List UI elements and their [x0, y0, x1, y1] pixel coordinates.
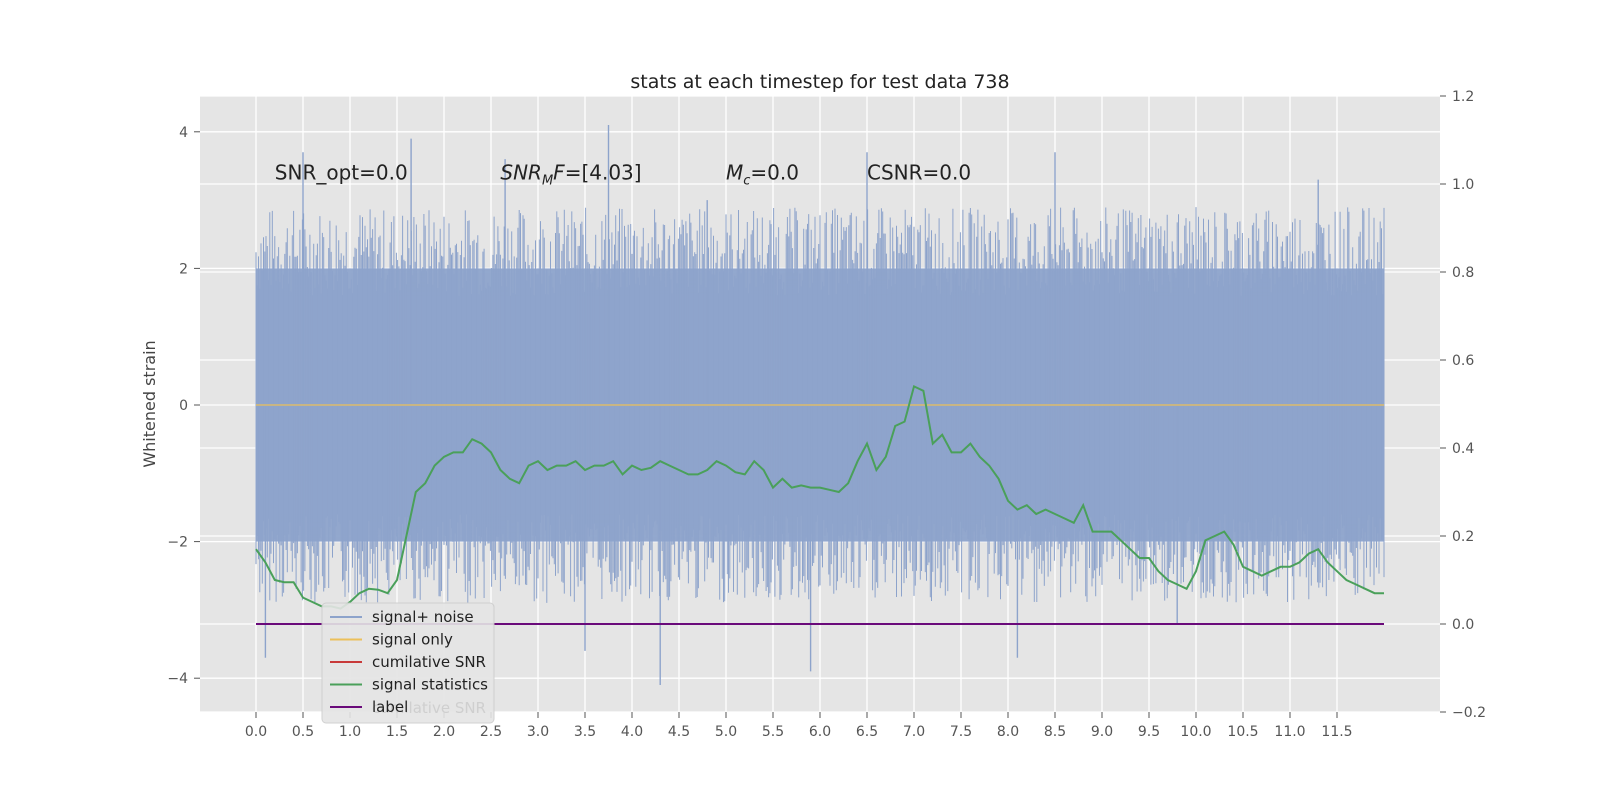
- legend-label: cumilative SNR: [372, 653, 486, 671]
- y2-tick-label: 1.0: [1452, 177, 1474, 193]
- y-tick-label: 4: [179, 125, 188, 141]
- x-tick-label: 5.0: [715, 724, 737, 740]
- x-tick-label: 11.0: [1274, 724, 1305, 740]
- x-tick-label: 6.5: [856, 724, 878, 740]
- y-axis-left: 4 2 0 −2 −4: [167, 125, 200, 687]
- legend-box: [321, 602, 495, 724]
- x-tick-label: 7.5: [950, 724, 972, 740]
- x-tick-label: 9.5: [1138, 724, 1160, 740]
- annotation-text: CSNR=0.0: [867, 161, 971, 185]
- x-tick-label: 2.5: [480, 724, 502, 740]
- x-axis: 0.0 0.5 1.0 1.5 2.0 2.5 3.0 3.5 4.0 4.5 5.0 5.5 6.0 6…: [245, 712, 1353, 740]
- legend-hidden-text: cumilative SNR: [372, 699, 486, 717]
- y2-tick-label: 0.0: [1452, 617, 1474, 633]
- y2-tick-label: 0.2: [1452, 529, 1474, 545]
- y2-tick-label: 1.2: [1452, 89, 1474, 105]
- y-tick-label: −2: [167, 535, 188, 551]
- y2-tick-label: 0.8: [1452, 265, 1474, 281]
- y-tick-label: 0: [179, 398, 188, 414]
- legend-label: label: [372, 698, 408, 716]
- annotation-text: SNR_opt=0.0: [275, 161, 408, 185]
- x-tick-label: 6.0: [809, 724, 831, 740]
- x-tick-label: 7.0: [903, 724, 925, 740]
- x-tick-label: 2.0: [433, 724, 455, 740]
- x-tick-label: 4.5: [668, 724, 690, 740]
- x-tick-label: 4.0: [621, 724, 643, 740]
- x-tick-label: 8.0: [997, 724, 1019, 740]
- y2-tick-label: 0.4: [1452, 441, 1474, 457]
- chart-title: stats at each timestep for test data 738: [630, 71, 1009, 93]
- legend-label: signal+ noise: [372, 608, 474, 626]
- x-tick-label: 11.5: [1321, 724, 1352, 740]
- x-tick-label: 9.0: [1091, 724, 1113, 740]
- legend-label: signal only: [372, 631, 453, 649]
- x-tick-label: 1.0: [339, 724, 361, 740]
- annotation-text: SNRMF=[4.03]: [500, 161, 641, 189]
- legend: cumilative SNR signal+ noise signal only cu…: [321, 602, 495, 724]
- x-tick-label: 0.0: [245, 724, 267, 740]
- y2-tick-label: 0.6: [1452, 353, 1474, 369]
- legend-label: signal statistics: [372, 676, 488, 694]
- y-axis-right: 1.2 1.0 0.8 0.6 0.4 0.2 0.0 −0.2: [1440, 89, 1486, 721]
- annotation-text: Mc=0.0: [726, 161, 799, 189]
- series-line-signal-statistics: [255, 384, 1384, 610]
- noise-spikes: [255, 207, 1385, 603]
- y-tick-label: 2: [179, 261, 188, 277]
- x-tick-label: 10.0: [1180, 724, 1211, 740]
- annotations: SNR_opt=0.0 SNRMF=[4.03] Mc=0.0 CSNR=0.0: [275, 161, 971, 189]
- y-axis-label: Whitened strain: [140, 340, 159, 467]
- x-tick-label: 10.5: [1227, 724, 1258, 740]
- y-tick-label: −4: [167, 671, 188, 687]
- x-tick-label: 8.5: [1044, 724, 1066, 740]
- x-tick-label: 3.5: [574, 724, 596, 740]
- x-tick-label: 1.5: [386, 724, 408, 740]
- y2-tick-label: −0.2: [1452, 705, 1486, 721]
- x-tick-label: 3.0: [527, 724, 549, 740]
- x-tick-label: 0.5: [292, 724, 314, 740]
- x-tick-label: 5.5: [762, 724, 784, 740]
